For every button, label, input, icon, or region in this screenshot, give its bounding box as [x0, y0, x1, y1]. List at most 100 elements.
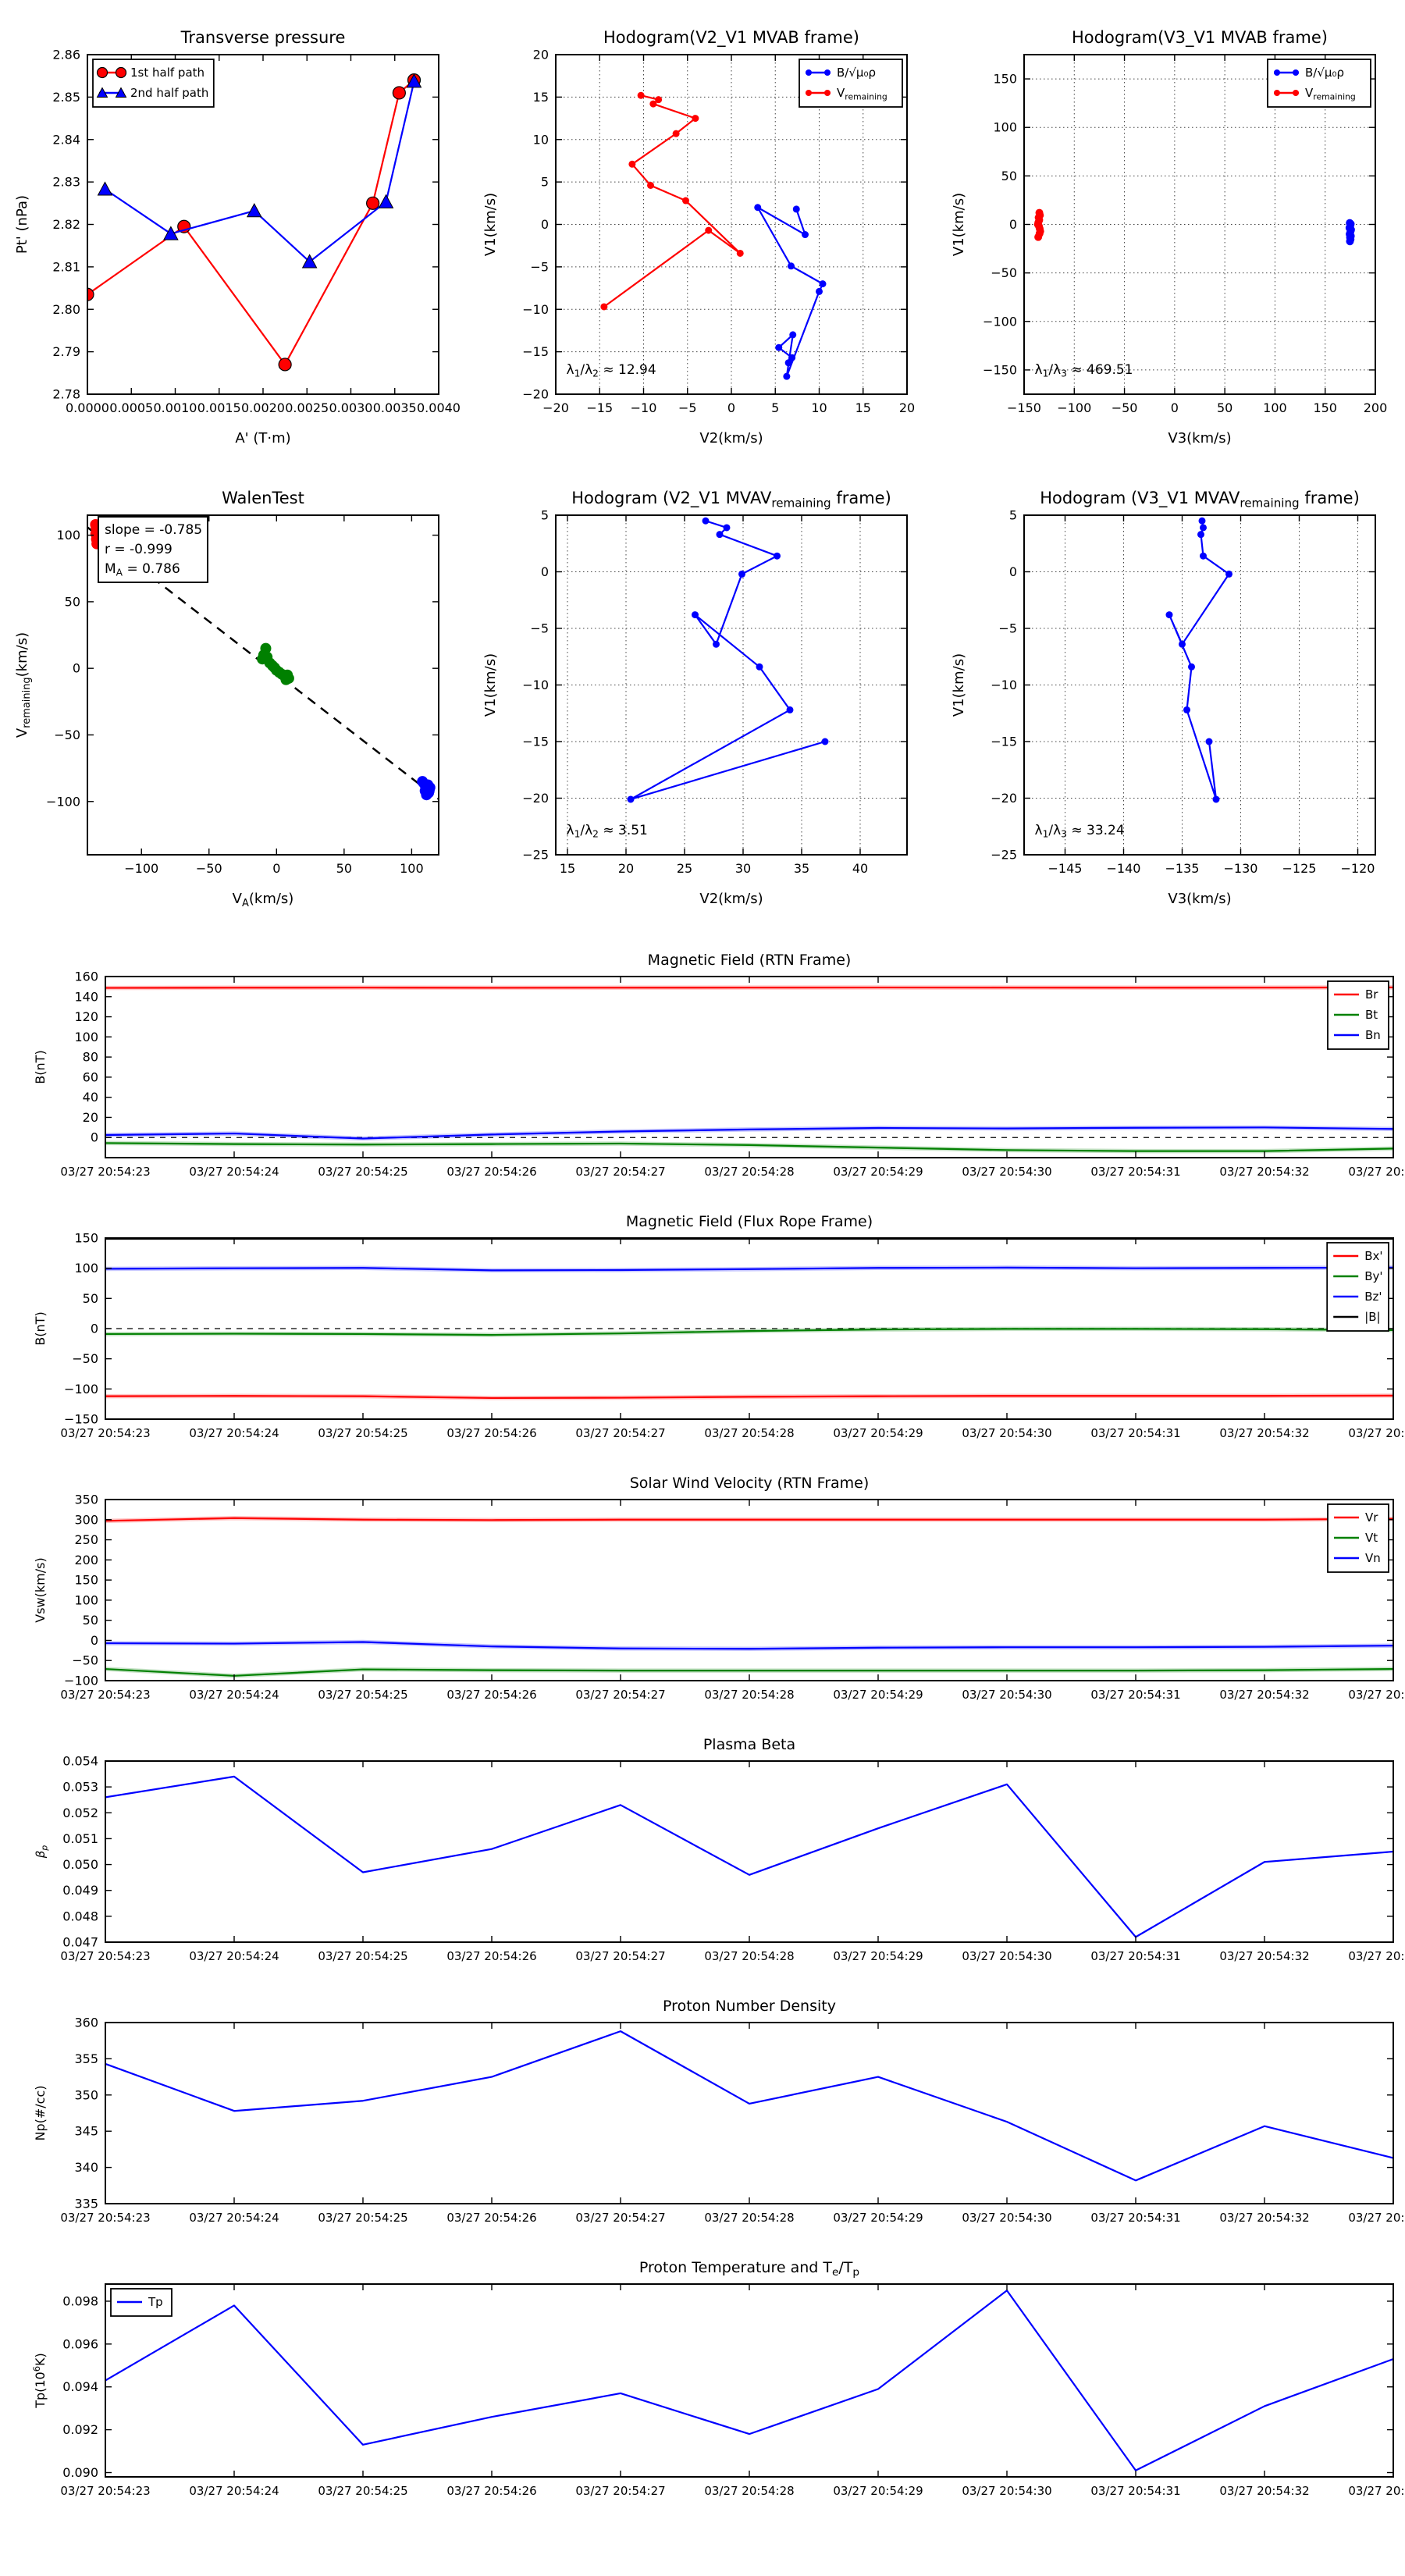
svg-text:40: 40	[852, 861, 868, 876]
svg-text:03/27 20:54:29: 03/27 20:54:29	[833, 2484, 923, 2498]
svg-text:−50: −50	[72, 1351, 98, 1366]
svg-text:50: 50	[336, 861, 352, 876]
svg-text:0: 0	[91, 1130, 98, 1145]
panel-magnetic-field-flux-rope: 03/27 20:54:23 03/27 20:54:24 03/27 20:54:…	[0, 1202, 1405, 1464]
hodogram-v3v1-mvav-chart: −145 −140 −135 −130 −125 −120 −25 −20 −15 −10 −5 0 5…	[951, 489, 1376, 907]
svg-text:Bx': Bx'	[1364, 1249, 1382, 1263]
svg-text:80: 80	[83, 1050, 98, 1065]
svg-text:0.049: 0.049	[62, 1883, 98, 1898]
svg-text:03/27 20:54:27: 03/27 20:54:27	[575, 1949, 665, 1963]
svg-text:−100: −100	[1057, 400, 1091, 415]
svg-text:03/27 20:54:31: 03/27 20:54:31	[1090, 1949, 1180, 1963]
hodogram-v2v1-mvab-chart: −20 −15 −10 −5 0 5 10 15 20 −20 −15 −10 −5 0 5 10 15 20 Ho…	[482, 28, 915, 447]
svg-text:0.048: 0.048	[62, 1909, 98, 1923]
svg-text:20: 20	[899, 400, 915, 415]
svg-text:2.86: 2.86	[52, 48, 80, 62]
svg-text:03/27 20:54:27: 03/27 20:54:27	[575, 2211, 665, 2225]
svg-text:B(nT): B(nT)	[33, 1311, 48, 1345]
svg-text:03/27 20:54:23: 03/27 20:54:23	[60, 1688, 150, 1702]
mag-rtn-chart: 03/27 20:54:23 03/27 20:54:24 03/27 20:54:…	[33, 952, 1405, 1179]
svg-text:Hodogram (V3_V1 MVAVremaining: Hodogram (V3_V1 MVAVremaining frame)	[1040, 489, 1360, 511]
svg-text:−20: −20	[522, 387, 549, 402]
svg-text:03/27 20:54:32: 03/27 20:54:32	[1219, 1949, 1309, 1963]
svg-text:B(nT): B(nT)	[33, 1050, 48, 1083]
svg-text:03/27 20:54:30: 03/27 20:54:30	[962, 2211, 1051, 2225]
svg-text:03/27 20:54:28: 03/27 20:54:28	[704, 1165, 794, 1179]
svg-text:−10: −10	[522, 678, 549, 692]
svg-text:2nd half path: 2nd half path	[130, 86, 208, 100]
svg-text:150: 150	[74, 1231, 98, 1246]
panel-plasma-beta: 03/27 20:54:23 03/27 20:54:24 03/27 20:54:…	[0, 1725, 1405, 1987]
svg-text:Bt: Bt	[1365, 1008, 1378, 1022]
svg-text:50: 50	[83, 1613, 98, 1628]
svg-text:−50: −50	[72, 1653, 98, 1668]
svg-text:5: 5	[541, 508, 549, 523]
svg-text:03/27 20:54:23: 03/27 20:54:23	[60, 1426, 150, 1440]
svg-text:B/√μ₀ρ: B/√μ₀ρ	[1305, 66, 1344, 80]
svg-text:0: 0	[73, 661, 80, 676]
svg-text:03/27 20:54:30: 03/27 20:54:30	[962, 2484, 1051, 2498]
svg-text:A' (T·m): A' (T·m)	[235, 430, 290, 447]
svg-text:03/27 20:54:32: 03/27 20:54:32	[1219, 1165, 1309, 1179]
svg-text:300: 300	[74, 1512, 98, 1527]
svg-text:0.0025: 0.0025	[285, 400, 329, 415]
svg-text:50: 50	[1217, 400, 1232, 415]
svg-text:Hodogram (V2_V1 MVAVremaining: Hodogram (V2_V1 MVAVremaining frame)	[571, 489, 891, 511]
svg-text:Bz': Bz'	[1364, 1290, 1382, 1304]
mag-fr-chart: 03/27 20:54:23 03/27 20:54:24 03/27 20:54:…	[33, 1213, 1405, 1440]
svg-text:V2(km/s): V2(km/s)	[699, 891, 763, 907]
svg-text:200: 200	[1364, 400, 1388, 415]
svg-text:0.052: 0.052	[62, 1806, 98, 1820]
svg-text:03/27 20:54:28: 03/27 20:54:28	[704, 1426, 794, 1440]
svg-text:03/27 20:54:29: 03/27 20:54:29	[833, 1165, 923, 1179]
svg-text:0: 0	[727, 400, 735, 415]
svg-text:0.0015: 0.0015	[197, 400, 241, 415]
svg-text:Transverse pressure: Transverse pressure	[180, 28, 346, 47]
plasma-beta-chart: 03/27 20:54:23 03/27 20:54:24 03/27 20:54:…	[34, 1736, 1405, 1963]
svg-text:15: 15	[560, 861, 575, 876]
hodogram-v2v1-mvav-chart: 15 20 25 30 35 40 −25 −20 −15 −10 −5 0 5 Hodogram (V2…	[482, 489, 908, 907]
svg-text:−100: −100	[64, 1382, 98, 1397]
svg-text:03/27 20:54:28: 03/27 20:54:28	[704, 2211, 794, 2225]
svg-text:V2(km/s): V2(km/s)	[699, 430, 763, 447]
svg-text:03/27 20:54:25: 03/27 20:54:25	[318, 1426, 407, 1440]
svg-text:0.090: 0.090	[62, 2465, 98, 2480]
svg-text:15: 15	[855, 400, 871, 415]
panel-hodogram-v2v1-mvab: −20 −15 −10 −5 0 5 10 15 20 −20 −15 −10 −5 0 5 10 15 20 Ho…	[468, 12, 937, 468]
svg-text:03/27 20:54:30: 03/27 20:54:30	[962, 1949, 1051, 1963]
svg-text:0.053: 0.053	[62, 1780, 98, 1795]
hodogram-v3v1-mvab-chart: −150 −100 −50 0 50 100 150 200 −150 −100 −50 0 50 100…	[951, 28, 1388, 447]
svg-text:0: 0	[541, 564, 549, 579]
svg-text:−25: −25	[991, 848, 1017, 863]
svg-text:03/27 20:54:33: 03/27 20:54:33	[1348, 1426, 1405, 1440]
svg-text:Np(#/cc): Np(#/cc)	[33, 2086, 48, 2141]
svg-text:350: 350	[74, 2087, 98, 2102]
svg-text:0.0020: 0.0020	[241, 400, 285, 415]
svg-text:WalenTest: WalenTest	[222, 489, 304, 507]
svg-text:−135: −135	[1165, 861, 1200, 876]
svg-text:V1(km/s): V1(km/s)	[482, 653, 499, 717]
svg-text:03/27 20:54:33: 03/27 20:54:33	[1348, 1165, 1405, 1179]
svg-text:03/27 20:54:27: 03/27 20:54:27	[575, 2484, 665, 2498]
svg-text:0.050: 0.050	[62, 1857, 98, 1872]
svg-text:360: 360	[74, 2016, 98, 2030]
svg-text:150: 150	[1313, 400, 1337, 415]
svg-text:λ1/λ3 ≈ 33.24: λ1/λ3 ≈ 33.24	[1035, 823, 1125, 840]
svg-text:λ1/λ2 ≈ 3.51: λ1/λ2 ≈ 3.51	[567, 823, 648, 840]
svg-text:Vremaining: Vremaining	[837, 86, 887, 101]
svg-text:Vt: Vt	[1365, 1531, 1378, 1545]
sw-vel-chart: 03/27 20:54:23 03/27 20:54:24 03/27 20:54:…	[33, 1475, 1405, 1702]
transverse-pressure-chart: 0.0000 0.0005 0.0010 0.0015 0.0020 0.0025 0.00…	[14, 28, 461, 447]
svg-text:03/27 20:54:26: 03/27 20:54:26	[446, 2484, 536, 2498]
svg-text:βp: βp	[34, 1845, 49, 1859]
svg-text:−15: −15	[586, 400, 613, 415]
svg-text:03/27 20:54:31: 03/27 20:54:31	[1090, 1688, 1180, 1702]
panel-walen-test: −100 −50 0 50 100 −100 −50 0 50 100 WalenTest VA(km…	[0, 472, 468, 929]
svg-text:−10: −10	[991, 678, 1017, 692]
svg-text:λ1/λ3 ≈ 469.51: λ1/λ3 ≈ 469.51	[1035, 362, 1133, 379]
svg-text:03/27 20:54:24: 03/27 20:54:24	[189, 1949, 279, 1963]
svg-text:03/27 20:54:23: 03/27 20:54:23	[60, 2484, 150, 2498]
svg-text:0: 0	[541, 217, 549, 232]
svg-text:340: 340	[74, 2160, 98, 2175]
